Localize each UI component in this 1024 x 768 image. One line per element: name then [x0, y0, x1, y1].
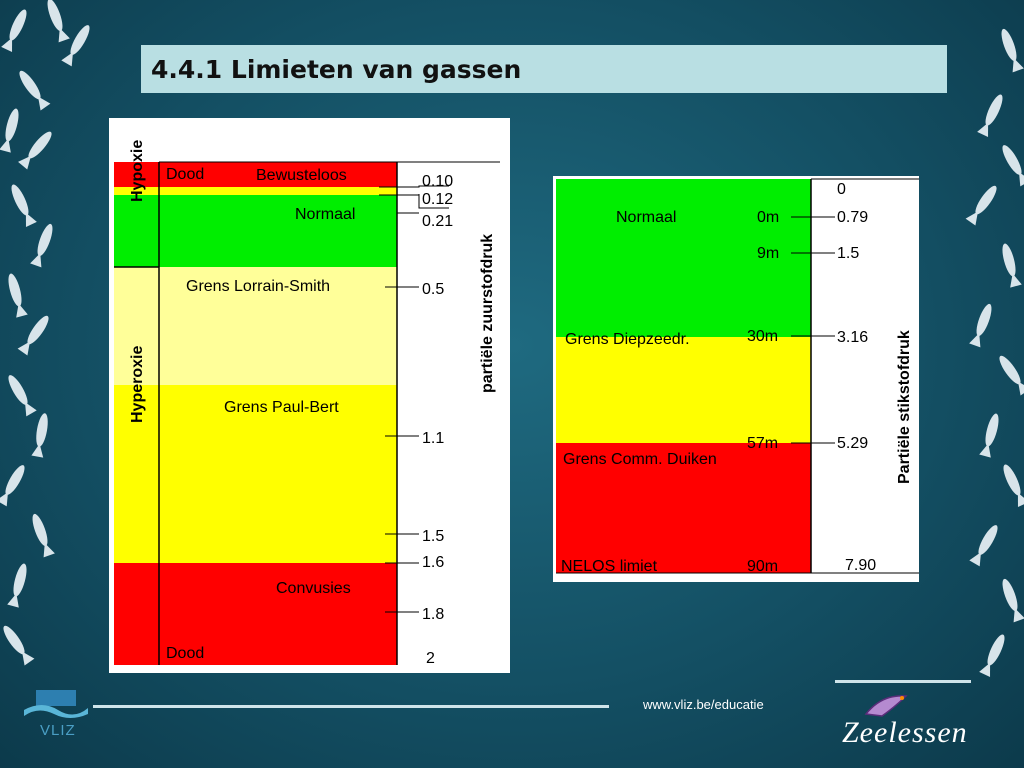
side-band-yellow-top: [114, 187, 159, 195]
footer-divider-right: [835, 680, 971, 683]
tick-7-90: 7.90: [845, 557, 876, 574]
tick-1-6: 1.6: [422, 554, 444, 571]
zone-diepzeedr: [556, 337, 811, 443]
tick-5-29: 5.29: [837, 435, 868, 452]
label-hyperoxie: Hyperoxie: [129, 346, 146, 423]
axis-label-nitrogen: Partiële stikstofdruk: [896, 330, 913, 484]
side-band-green: [114, 195, 159, 267]
fish-border-right: [965, 26, 1024, 678]
depth-30m: 30m: [747, 328, 778, 345]
zone-dood-top: [159, 162, 397, 187]
title-bar: 4.4.1 Limieten van gassen: [141, 45, 947, 93]
zone-normaal-n: [556, 179, 811, 337]
vliz-logo-icon: [24, 690, 88, 718]
label-convusies: Convusies: [276, 580, 351, 597]
side-band-light-yellow: [114, 267, 159, 385]
zone-normaal: [159, 195, 397, 267]
label-paul-bert: Grens Paul-Bert: [224, 399, 339, 416]
tick-3-16: 3.16: [837, 329, 868, 346]
footer-url: www.vliz.be/educatie: [643, 697, 764, 712]
label-lorrain-smith: Grens Lorrain-Smith: [186, 278, 330, 295]
label-normaal-n: Normaal: [616, 209, 676, 226]
fish-icon: [0, 0, 94, 666]
zeelessen-logo-text: Zeelessen: [842, 716, 968, 749]
vliz-logo-text: VLIZ: [40, 722, 76, 739]
oxygen-limits-diagram: Hypoxie Hyperoxie Dood Bewusteloos Norma…: [109, 118, 510, 673]
tick-0: 0: [837, 181, 846, 198]
label-dood-top: Dood: [166, 166, 204, 183]
label-dood-bottom: Dood: [166, 645, 204, 662]
leader-0-10: [379, 185, 449, 188]
tick-1-1: 1.1: [422, 430, 444, 447]
depth-90m: 90m: [747, 558, 778, 575]
tick-1-5-n: 1.5: [837, 245, 859, 262]
tick-2: 2: [426, 650, 435, 667]
label-nelos-limiet: NELOS limiet: [561, 558, 658, 575]
tick-0-10: 0.10: [422, 173, 453, 190]
depth-0m: 0m: [757, 209, 779, 226]
zone-convulsies: [159, 563, 397, 665]
zeelessen-logo-icon: [864, 695, 908, 717]
zone-lorrain-smith: [159, 267, 397, 385]
tick-0-5: 0.5: [422, 281, 444, 298]
footer-divider-left: [93, 705, 609, 708]
fish-icon: [965, 26, 1024, 678]
tick-1-8: 1.8: [422, 606, 444, 623]
side-band-red-bottom: [114, 563, 159, 665]
nitrogen-limits-diagram: Normaal Grens Diepzeedr. Grens Comm. Dui…: [553, 176, 919, 582]
leader-0-12: [379, 194, 449, 209]
side-band-red-top: [114, 162, 159, 187]
slide-title: 4.4.1 Limieten van gassen: [151, 54, 522, 84]
tick-0-12: 0.12: [422, 191, 453, 208]
label-hypoxie: Hypoxie: [129, 140, 146, 202]
depth-57m: 57m: [747, 435, 778, 452]
oxygen-tick-leaders: [379, 185, 449, 613]
zone-comm-duiken: [556, 443, 811, 573]
axis-label-oxygen: partiële zuurstofdruk: [479, 234, 496, 393]
label-comm-duiken: Grens Comm. Duiken: [563, 451, 717, 468]
tick-1-5: 1.5: [422, 528, 444, 545]
depth-9m: 9m: [757, 245, 779, 262]
tick-0-21: 0.21: [422, 213, 453, 230]
fish-border-left: [0, 0, 94, 666]
tick-0-79: 0.79: [837, 209, 868, 226]
side-band-yellow: [114, 385, 159, 563]
label-diepzeedr: Grens Diepzeedr.: [565, 331, 690, 348]
label-bewusteloos: Bewusteloos: [256, 167, 347, 184]
nitrogen-tick-leaders: [791, 216, 835, 444]
zone-paul-bert: [159, 385, 397, 563]
label-normaal: Normaal: [295, 206, 355, 223]
zone-bewusteloos-band: [159, 187, 397, 195]
